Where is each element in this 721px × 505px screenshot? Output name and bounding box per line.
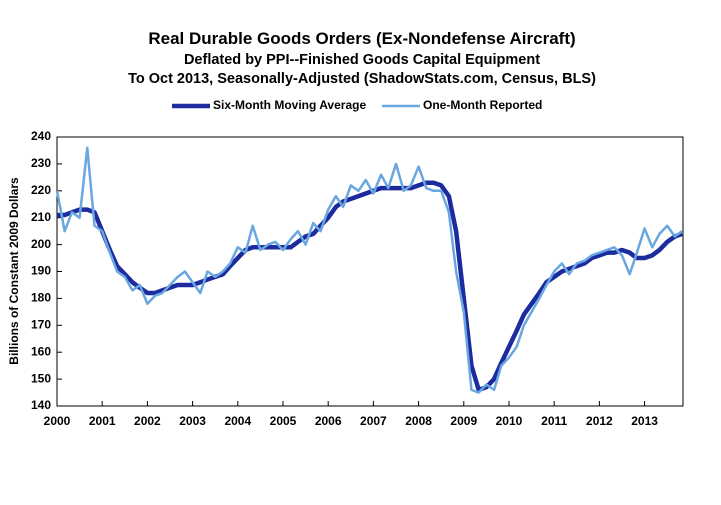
x-tick-label: 2003 (179, 414, 206, 428)
x-tick-label: 2010 (496, 414, 523, 428)
x-tick-label: 2009 (450, 414, 477, 428)
y-tick-label: 150 (31, 371, 51, 385)
series-line (55, 146, 683, 394)
y-tick-label: 230 (31, 156, 51, 170)
plot-frame (56, 136, 684, 407)
chart-subtitle: Deflated by PPI--Finished Goods Capital … (184, 52, 540, 68)
x-tick-label: 2005 (270, 414, 297, 428)
x-tick-label: 2012 (586, 414, 613, 428)
legend-label: Six-Month Moving Average (213, 98, 366, 112)
x-tick-label: 2006 (315, 414, 342, 428)
y-axis-label: Billions of Constant 2009 Dollars (7, 177, 21, 365)
chart-title: Real Durable Goods Orders (Ex-Nondefense… (148, 29, 575, 48)
y-tick-label: 210 (31, 210, 51, 224)
y-tick-label: 240 (31, 129, 51, 143)
y-tick-label: 170 (31, 317, 51, 331)
chart-subtitle: To Oct 2013, Seasonally-Adjusted (Shadow… (128, 71, 596, 87)
y-tick-label: 140 (31, 398, 51, 412)
legend-label: One-Month Reported (423, 98, 542, 112)
x-tick-label: 2007 (360, 414, 387, 428)
y-tick-label: 190 (31, 264, 51, 278)
x-tick-label: 2008 (405, 414, 432, 428)
x-tick-label: 2001 (89, 414, 116, 428)
y-tick-label: 160 (31, 344, 51, 358)
y-tick-label: 200 (31, 237, 51, 251)
y-tick-label: 220 (31, 183, 51, 197)
x-tick-label: 2004 (224, 414, 251, 428)
x-tick-label: 2000 (44, 414, 71, 428)
x-tick-label: 2002 (134, 414, 161, 428)
y-tick-label: 180 (31, 291, 51, 305)
x-tick-label: 2013 (631, 414, 658, 428)
x-tick-label: 2011 (541, 414, 567, 428)
series-line (57, 180, 683, 393)
